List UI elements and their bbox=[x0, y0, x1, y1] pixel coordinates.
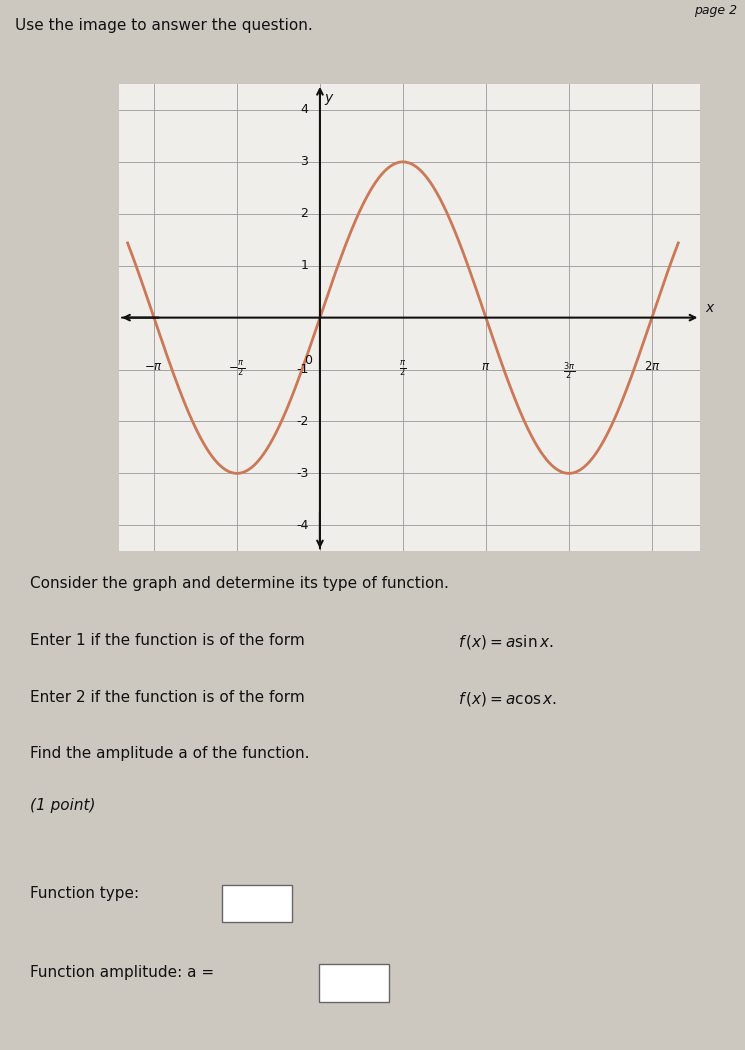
Text: 1: 1 bbox=[300, 259, 308, 272]
Text: Function amplitude: a =: Function amplitude: a = bbox=[30, 965, 214, 980]
Text: -2: -2 bbox=[296, 415, 308, 428]
Text: $2\pi$: $2\pi$ bbox=[644, 360, 660, 373]
Text: $-\frac{\pi}{2}$: $-\frac{\pi}{2}$ bbox=[229, 360, 246, 379]
Text: $-\pi$: $-\pi$ bbox=[145, 360, 163, 373]
Text: -1: -1 bbox=[296, 363, 308, 376]
Text: 2: 2 bbox=[300, 207, 308, 220]
Text: 4: 4 bbox=[300, 104, 308, 117]
Text: -4: -4 bbox=[296, 519, 308, 531]
Text: Function type:: Function type: bbox=[30, 885, 139, 901]
Text: 0: 0 bbox=[304, 354, 312, 366]
Text: Consider the graph and determine its type of function.: Consider the graph and determine its typ… bbox=[30, 576, 448, 591]
Text: -3: -3 bbox=[296, 467, 308, 480]
Text: $y$: $y$ bbox=[324, 91, 335, 107]
Text: Find the amplitude a of the function.: Find the amplitude a of the function. bbox=[30, 747, 309, 761]
Text: (1 point): (1 point) bbox=[30, 798, 95, 813]
Text: $f\,(x) = a\sin x.$: $f\,(x) = a\sin x.$ bbox=[458, 633, 554, 651]
Text: $\frac{3\pi}{2}$: $\frac{3\pi}{2}$ bbox=[562, 360, 575, 382]
Text: 3: 3 bbox=[300, 155, 308, 168]
FancyBboxPatch shape bbox=[222, 884, 292, 922]
Text: Enter 2 if the function is of the form: Enter 2 if the function is of the form bbox=[30, 690, 309, 705]
Text: $x$: $x$ bbox=[705, 301, 715, 315]
Text: page 2: page 2 bbox=[694, 3, 738, 17]
Text: Enter 1 if the function is of the form: Enter 1 if the function is of the form bbox=[30, 633, 309, 648]
FancyBboxPatch shape bbox=[319, 964, 389, 1002]
Text: $f\,(x) = a\cos x.$: $f\,(x) = a\cos x.$ bbox=[458, 690, 557, 708]
Text: $\pi$: $\pi$ bbox=[481, 360, 490, 373]
Text: $\frac{\pi}{2}$: $\frac{\pi}{2}$ bbox=[399, 360, 407, 379]
Text: Use the image to answer the question.: Use the image to answer the question. bbox=[15, 18, 313, 34]
